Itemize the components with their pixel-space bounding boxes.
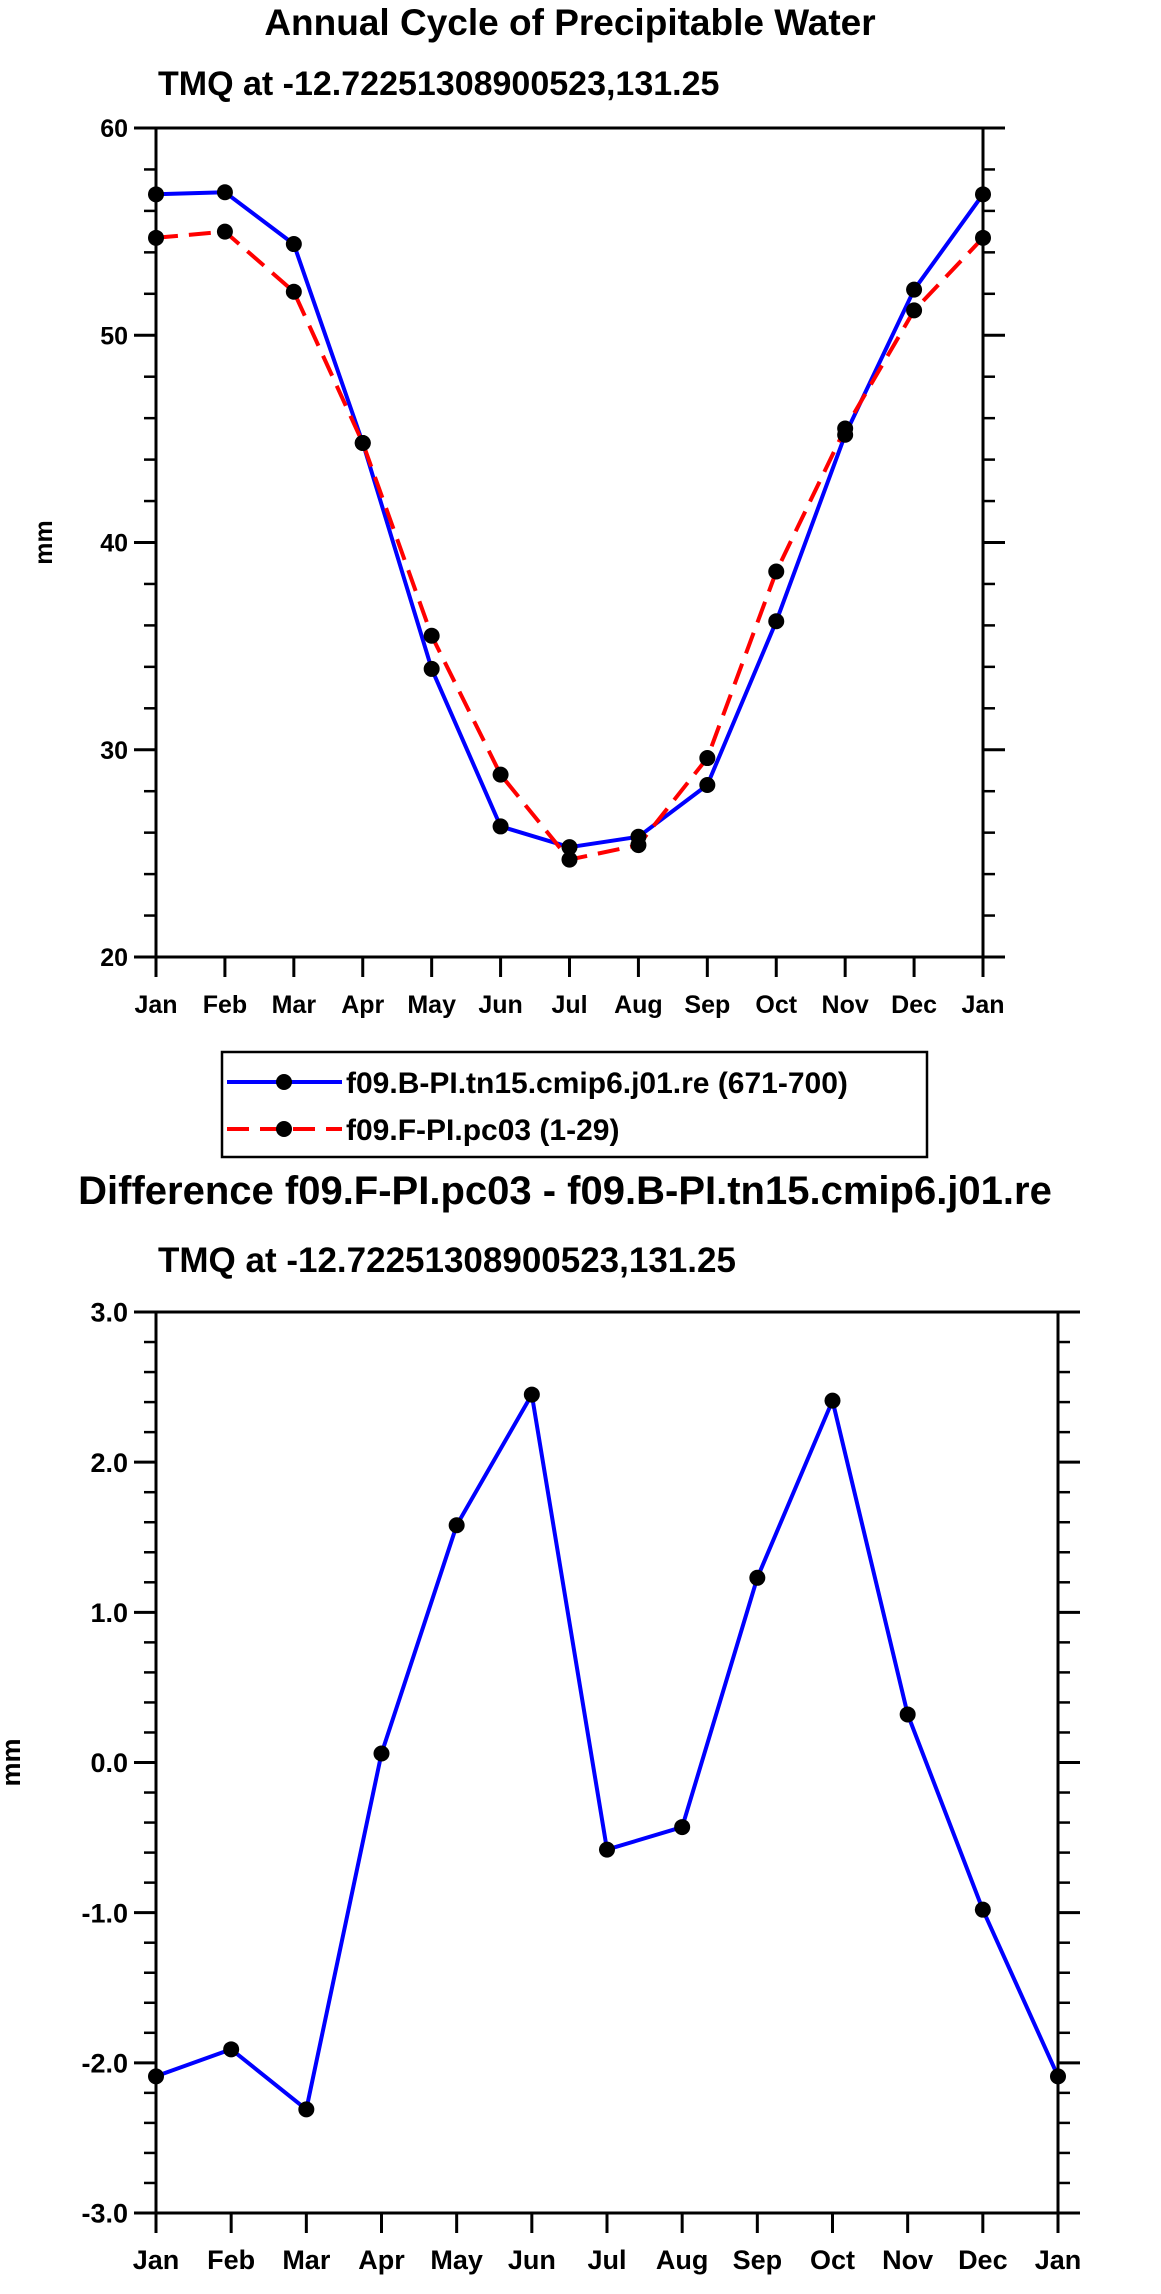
data-point-series-1 [448,1517,465,1534]
data-point-series-1 [899,1706,916,1723]
x-tick-label: Dec [958,2245,1008,2275]
data-point-series-2 [837,420,854,437]
x-tick-label: Apr [358,2245,405,2275]
data-point-series-2 [492,766,509,783]
data-point-series-2 [561,851,578,868]
x-tick-label: Mar [282,2245,331,2275]
x-tick-label: Jul [551,991,587,1019]
x-tick-label: Jun [508,2245,556,2275]
x-tick-label: Jul [587,2245,626,2275]
data-point-series-1 [298,2101,315,2118]
data-point-series-2 [768,563,785,580]
data-point-series-1 [523,1386,540,1403]
data-point-series-1 [423,660,440,677]
data-point-series-2 [285,283,302,300]
chart-title: Difference f09.F-PI.pc03 - f09.B-PI.tn15… [78,1169,1052,1213]
data-point-series-1 [906,281,923,298]
y-tick-label: 60 [100,115,128,143]
data-point-series-1 [492,818,509,835]
plot-frame [154,1310,1060,2215]
y-tick-label: 2.0 [90,1448,128,1478]
data-point-series-1 [148,2068,164,2085]
x-tick-label: Dec [891,991,937,1019]
data-point-series-1 [223,2041,240,2058]
x-tick-label: Sep [684,991,730,1019]
chart-title: Annual Cycle of Precipitable Water [264,2,875,43]
data-point-series-1 [599,1841,615,1858]
chart-panel-2: Difference f09.F-PI.pc03 - f09.B-PI.tn15… [0,1169,1081,2275]
x-tick-label: May [407,991,456,1019]
data-point-series-1 [373,1745,390,1762]
y-tick-label: 3.0 [90,1298,128,1328]
data-point-series-1 [148,186,164,203]
x-tick-label: Aug [614,991,663,1019]
x-tick-label: May [430,2245,483,2275]
data-point-series-1 [216,184,233,201]
data-point-series-2 [975,229,991,246]
data-point-series-1 [674,1819,691,1836]
x-tick-label: Sep [733,2245,783,2275]
legend-marker-1 [276,1074,292,1090]
data-point-series-2 [630,837,647,854]
x-tick-label: Nov [882,2245,933,2275]
data-point-series-2 [148,229,164,246]
y-tick-label: 0.0 [90,1748,128,1778]
data-point-series-1 [1050,2068,1066,2085]
series-line-2 [155,229,985,862]
y-axis-label: mm [0,1738,26,1786]
y-tick-label: 1.0 [90,1598,128,1628]
legend-label-1: f09.B-PI.tn15.cmip6.j01.re (671-700) [346,1067,848,1100]
x-tick-label: Nov [822,991,869,1019]
data-point-series-2 [906,302,923,319]
y-tick-label: -3.0 [81,2199,128,2229]
chart-subtitle: TMQ at -12.72251308900523,131.25 [158,1241,736,1280]
y-tick-label: 50 [100,322,128,350]
x-tick-label: Jan [1035,2245,1082,2275]
y-tick-label: 20 [100,944,128,972]
data-point-series-1 [699,776,716,793]
series-line-1 [155,1392,1060,2112]
plot-frame [154,126,985,959]
data-point-series-1 [975,186,991,203]
data-point-series-2 [354,435,371,452]
data-point-series-1 [974,1901,991,1918]
data-point-series-2 [423,627,440,644]
x-tick-label: Mar [272,991,317,1019]
y-tick-label: 40 [100,530,128,558]
data-point-series-1 [768,613,785,630]
legend-label-2: f09.F-PI.pc03 (1-29) [346,1114,619,1147]
legend: f09.B-PI.tn15.cmip6.j01.re (671-700) f09.… [220,1050,929,1159]
data-point-series-2 [216,223,233,240]
y-axis-label: mm [30,520,58,564]
y-tick-label: 30 [100,737,128,765]
legend-box [220,1050,929,1159]
data-point-series-1 [749,1569,766,1586]
x-tick-label: Apr [341,991,384,1019]
y-tick-label: -2.0 [81,2049,128,2079]
x-tick-label: Oct [810,2245,855,2275]
x-tick-label: Oct [755,991,797,1019]
chart-subtitle: TMQ at -12.72251308900523,131.25 [158,65,719,103]
y-tick-label: -1.0 [81,1898,128,1928]
data-point-series-1 [285,236,302,253]
x-tick-label: Jan [961,991,1004,1019]
legend-marker-2 [276,1121,292,1137]
data-point-series-1 [561,839,578,856]
x-tick-label: Feb [207,2245,255,2275]
data-point-series-1 [824,1392,841,1409]
x-tick-label: Jan [134,991,177,1019]
series-line-1 [155,190,985,850]
x-tick-label: Jan [133,2245,180,2275]
x-tick-label: Aug [656,2245,708,2275]
x-tick-label: Jun [478,991,522,1019]
chart-panel-1: Annual Cycle of Precipitable Water TMQ at… [30,2,1005,1159]
x-tick-label: Feb [203,991,247,1019]
data-point-series-2 [699,750,716,767]
